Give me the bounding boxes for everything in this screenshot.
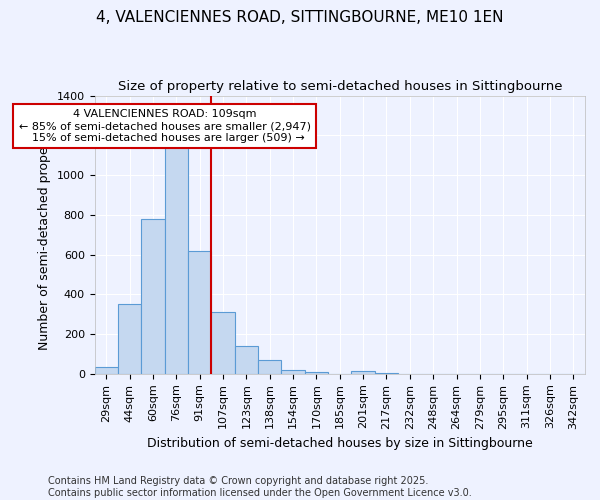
Text: 4 VALENCIENNES ROAD: 109sqm
← 85% of semi-detached houses are smaller (2,947)
  : 4 VALENCIENNES ROAD: 109sqm ← 85% of sem… [19, 110, 311, 142]
Bar [141, 219, 164, 374]
Bar [164, 146, 188, 374]
Bar [352, 371, 375, 374]
Bar [235, 346, 258, 374]
X-axis label: Distribution of semi-detached houses by size in Sittingbourne: Distribution of semi-detached houses by … [147, 437, 533, 450]
Bar [305, 372, 328, 374]
Text: 4, VALENCIENNES ROAD, SITTINGBOURNE, ME10 1EN: 4, VALENCIENNES ROAD, SITTINGBOURNE, ME1… [96, 10, 504, 25]
Title: Size of property relative to semi-detached houses in Sittingbourne: Size of property relative to semi-detach… [118, 80, 562, 93]
Bar [375, 373, 398, 374]
Text: Contains HM Land Registry data © Crown copyright and database right 2025.
Contai: Contains HM Land Registry data © Crown c… [48, 476, 472, 498]
Bar [95, 367, 118, 374]
Bar [258, 360, 281, 374]
Y-axis label: Number of semi-detached properties: Number of semi-detached properties [38, 119, 51, 350]
Bar [188, 250, 211, 374]
Bar [281, 370, 305, 374]
Bar [118, 304, 141, 374]
Bar [211, 312, 235, 374]
